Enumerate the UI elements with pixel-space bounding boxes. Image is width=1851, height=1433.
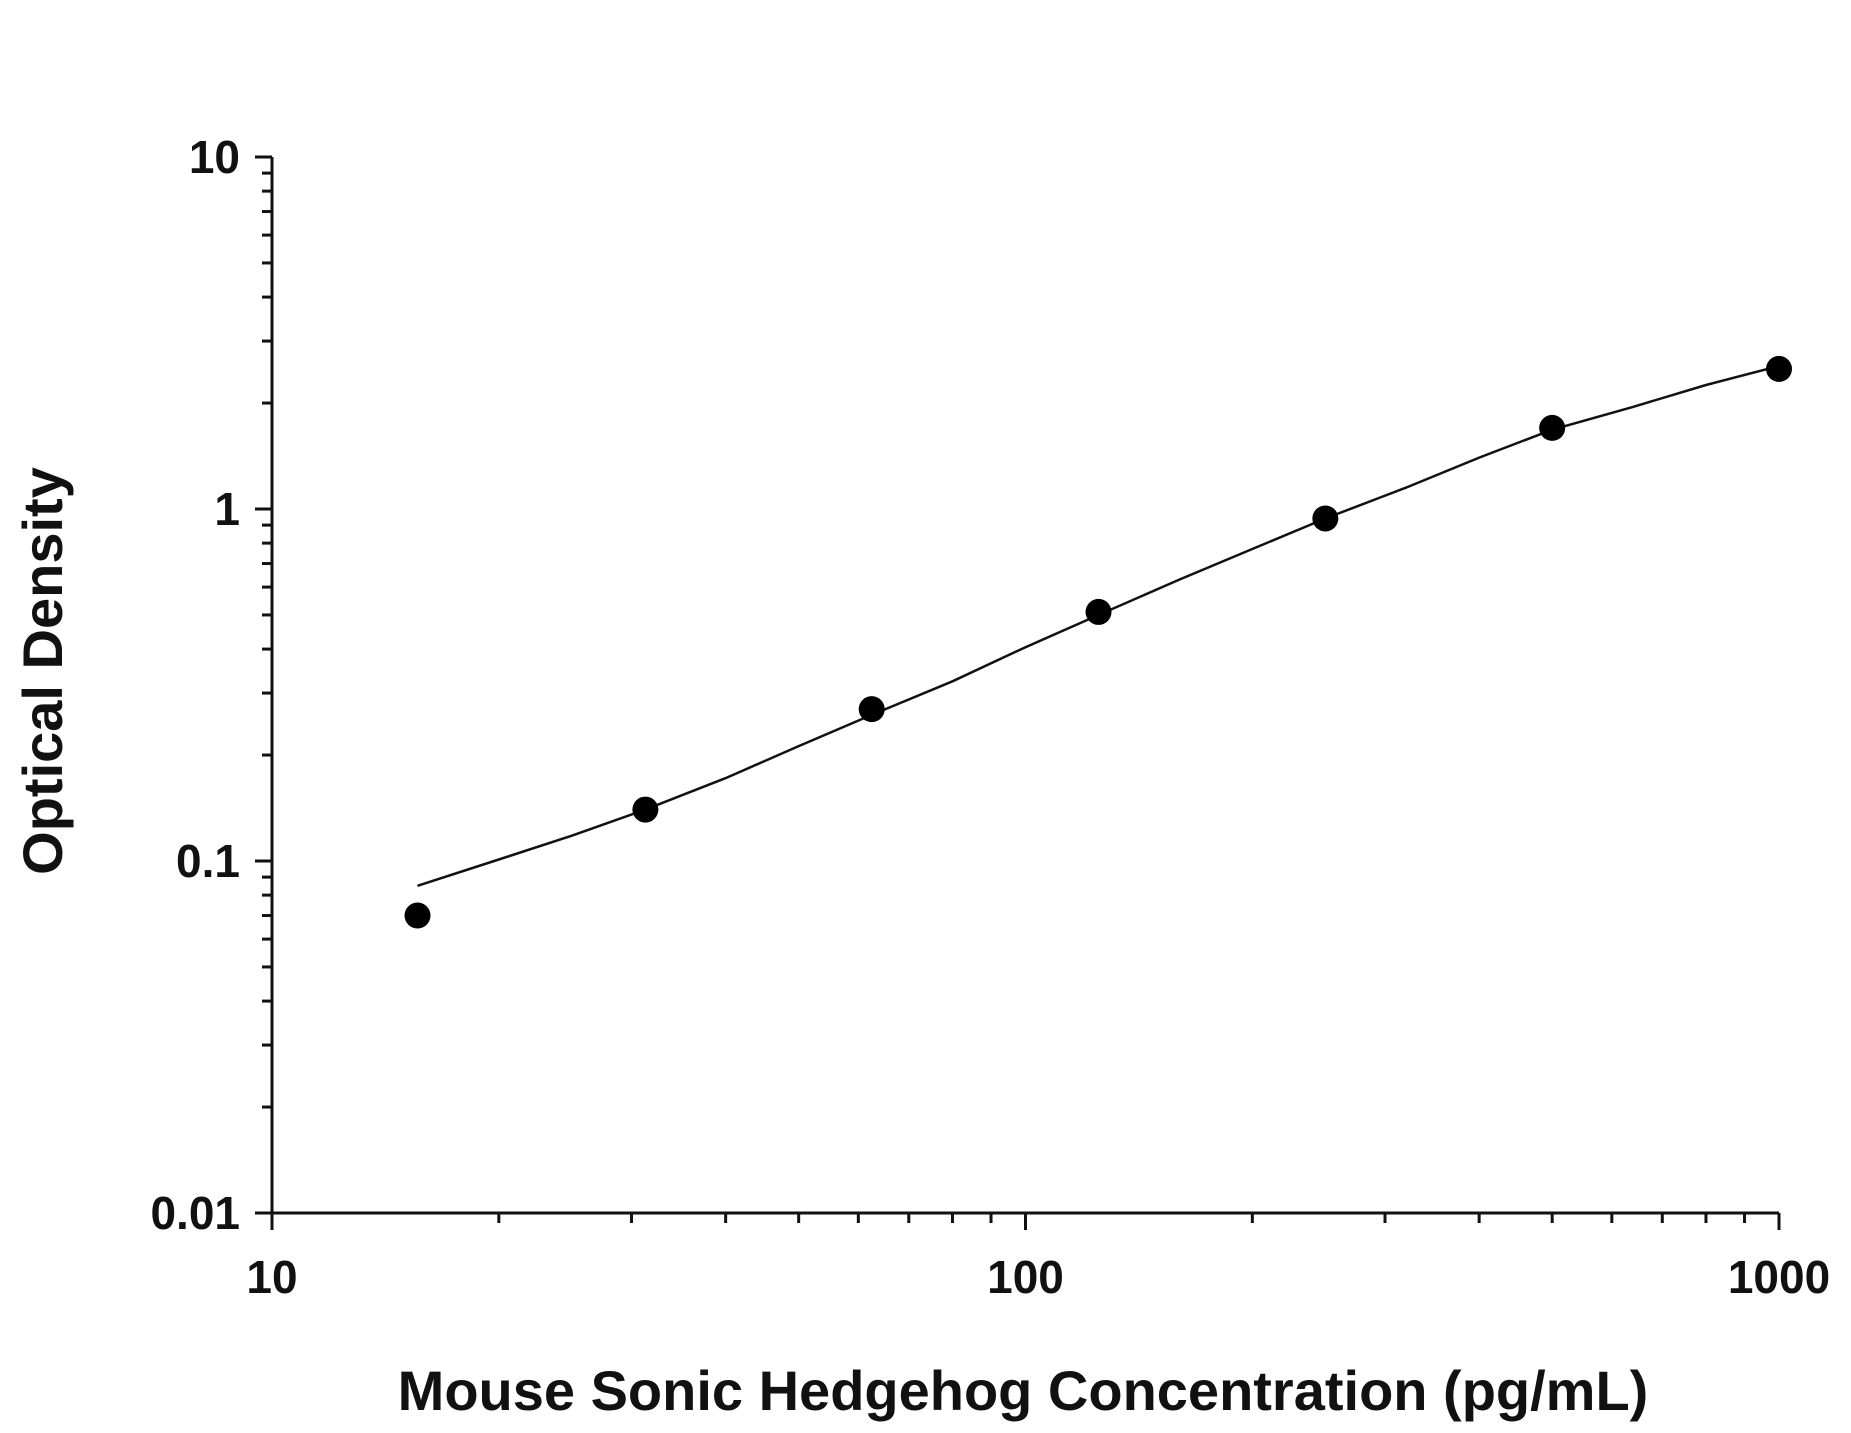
data-point [1539,414,1566,441]
y-tick-label: 0.01 [150,1187,240,1239]
x-axis-title: Mouse Sonic Hedgehog Concentration (pg/m… [398,1359,1649,1422]
fit-curve [417,364,1780,887]
data-point [1312,505,1339,532]
x-tick-label: 1000 [1728,1251,1830,1303]
data-point [858,696,885,723]
y-tick-label: 1 [214,483,240,535]
fit-curve-layer [417,364,1780,887]
y-tick-label: 10 [189,131,240,183]
x-tick-label: 10 [246,1251,297,1303]
axes: 0.01 0.1 1 10 10 100 1000 [150,131,1830,1303]
data-point [404,902,431,929]
data-point [632,796,659,823]
data-point [1085,598,1112,625]
x-tick-label: 100 [987,1251,1064,1303]
y-tick-label: 0.1 [176,835,240,887]
y-axis-title: Optical Density [11,467,74,875]
data-points [404,355,1792,929]
data-point [1766,355,1792,382]
